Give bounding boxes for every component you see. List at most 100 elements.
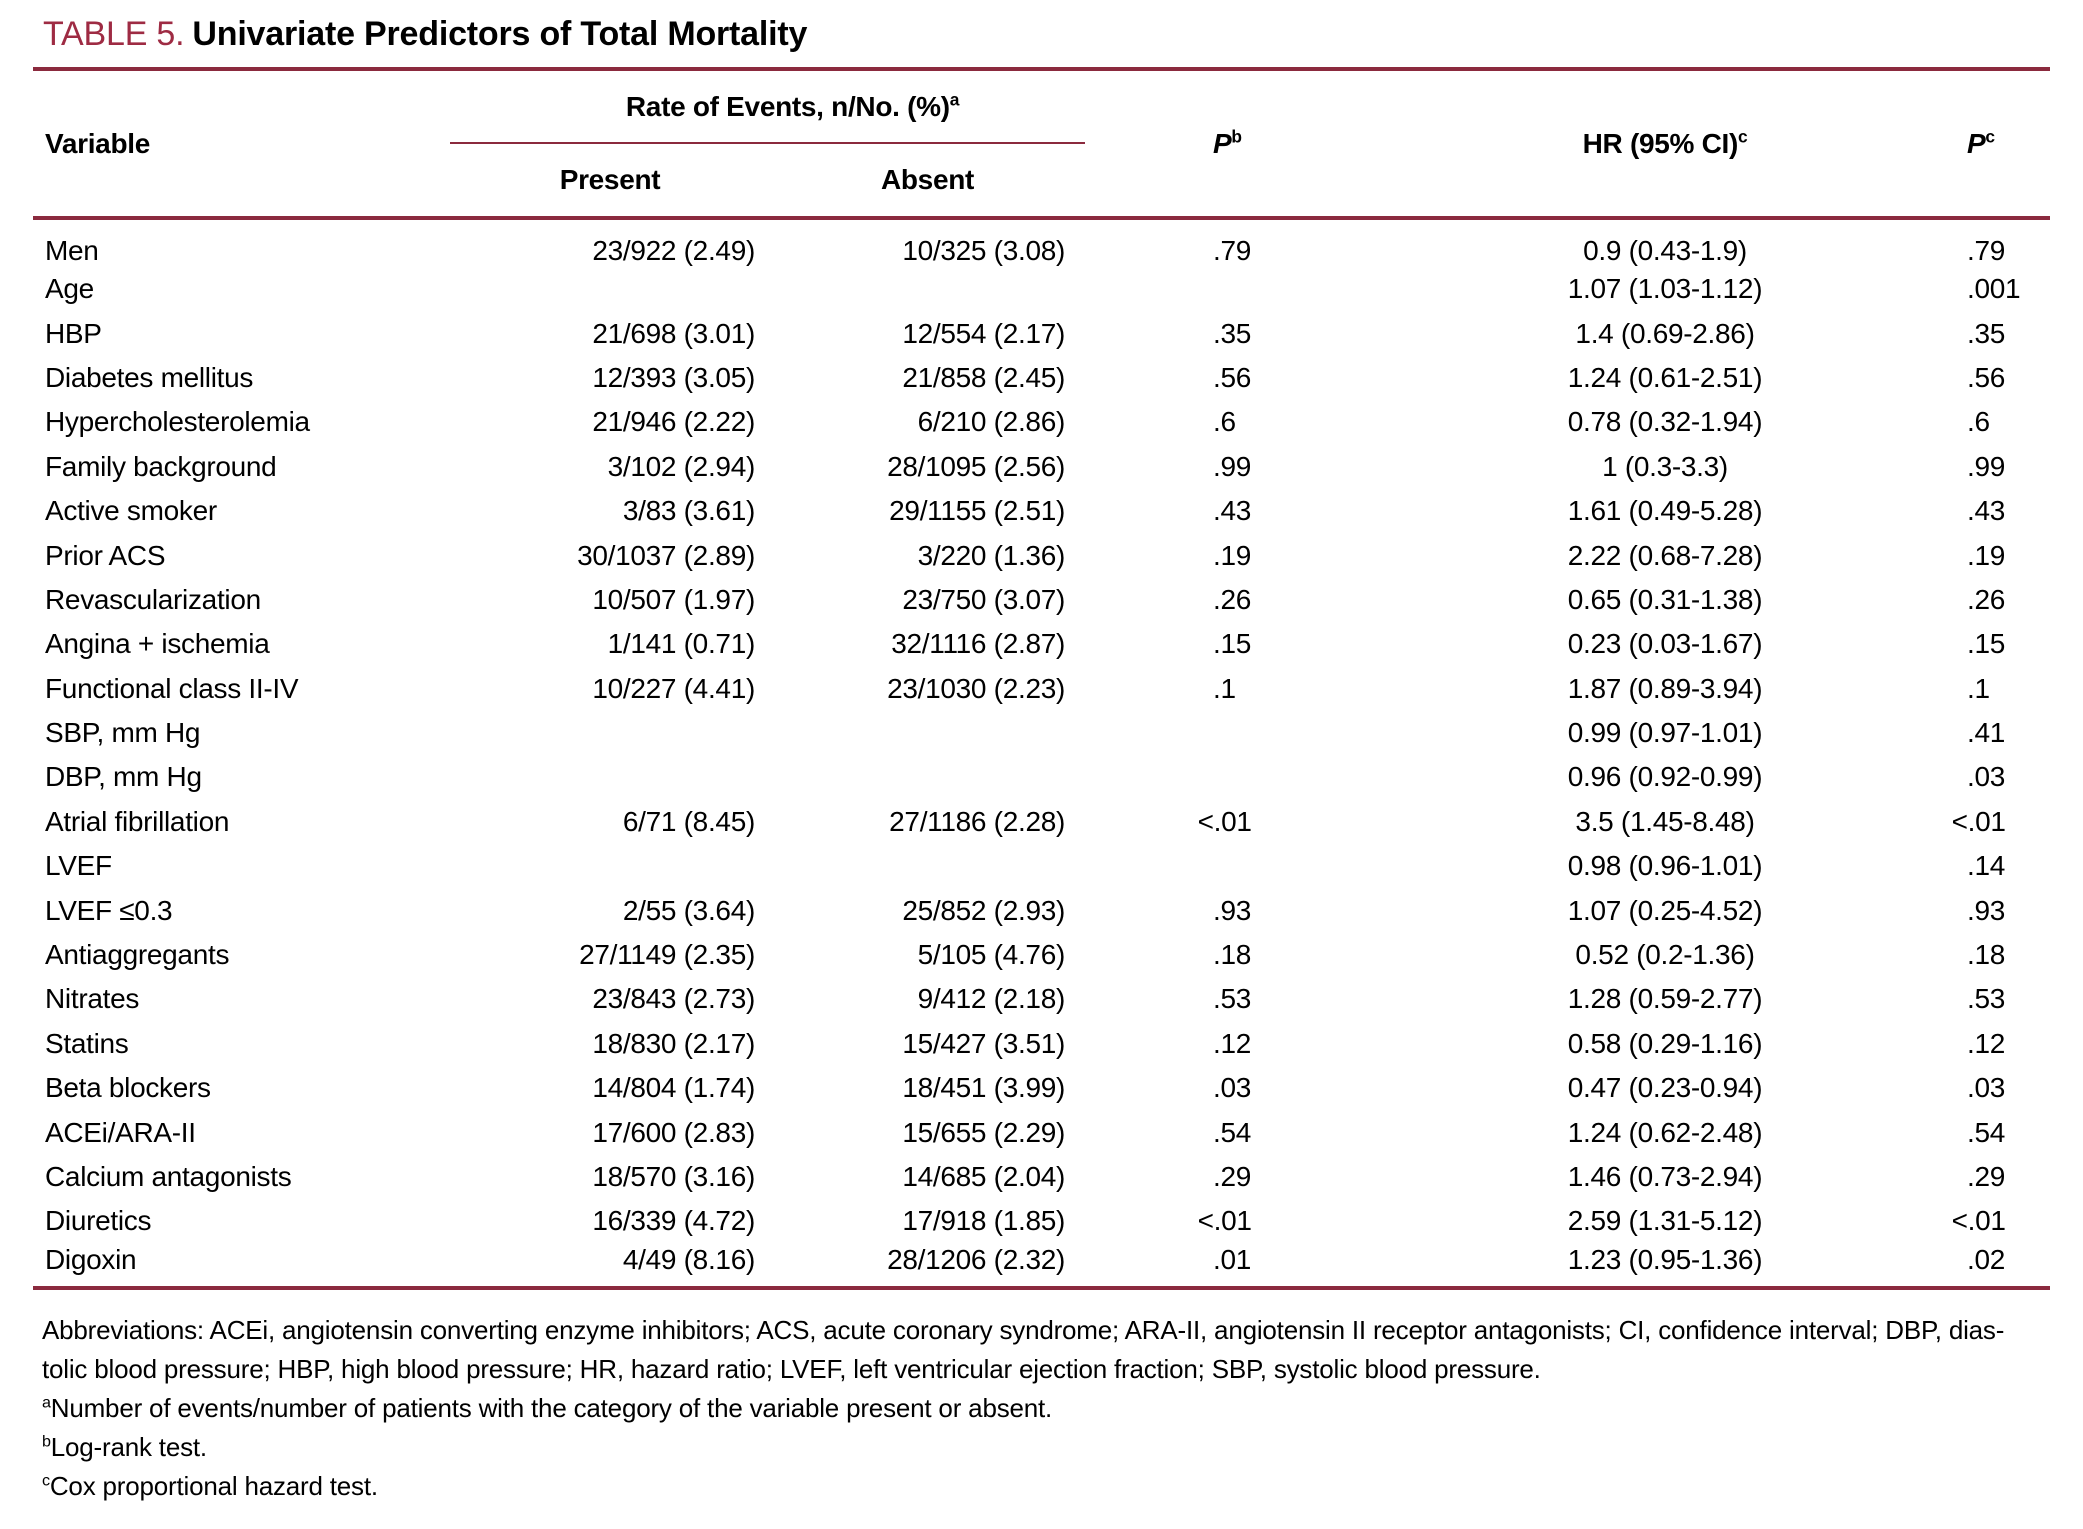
- table-header: Variable Rate of Events, n/No. (%)a Pb H…: [33, 69, 2051, 218]
- absent-label: Absent: [880, 164, 975, 195]
- cell-p-cox: .001: [1967, 273, 2021, 305]
- table-row: ACEi/ARA-II 17/600 (2.83) 15/655 (2.29) .54…: [33, 1110, 2050, 1154]
- cell-p-cox: .12: [1967, 1027, 2006, 1059]
- cell-present: 27/1149 (2.35): [579, 939, 755, 971]
- cell-variable: SBP, mm Hg: [45, 717, 201, 749]
- cell-p-logrank: .12: [1213, 1027, 1252, 1059]
- table-row: Nitrates 23/843 (2.73) 9/412 (2.18) .53 1.28…: [33, 977, 2050, 1021]
- col-header-absent: Absent: [770, 143, 1085, 218]
- cell-hr: 1.61 (0.49-5.28): [1567, 495, 1763, 527]
- p-cox-label: P: [1967, 127, 1986, 159]
- present-label: Present: [559, 164, 661, 195]
- cell-hr: 0.23 (0.03-1.67): [1567, 628, 1763, 660]
- hr-label: HR (95% CI): [1582, 127, 1739, 159]
- cell-present: 18/570 (3.16): [592, 1161, 755, 1192]
- cell-p-logrank: [1085, 755, 1390, 799]
- table-row: Active smoker 3/83 (3.61) 29/1155 (2.51) .4…: [33, 489, 2050, 533]
- cell-p-logrank: [1085, 844, 1390, 888]
- cell-p-logrank: .19: [1213, 539, 1252, 571]
- cell-p-cox: .29: [1967, 1161, 2006, 1192]
- cell-absent: 21/858 (2.45): [902, 361, 1066, 393]
- cell-variable: Active smoker: [45, 495, 217, 527]
- cell-p-cox: .18: [1967, 939, 2006, 971]
- cell-present: 16/339 (4.72): [592, 1205, 755, 1237]
- cell-p-logrank: .18: [1213, 939, 1252, 971]
- cell-p-cox: .41: [1967, 717, 2006, 749]
- cell-variable: Digoxin: [45, 1243, 137, 1275]
- table-title-text: Univariate Predictors of Total Mortality: [192, 15, 808, 53]
- table-row: LVEF 0.98 (0.96-1.01) .14: [33, 844, 2050, 888]
- footnote-marker: c: [42, 1471, 50, 1490]
- cell-hr: 1.24 (0.62-2.48): [1567, 1116, 1763, 1148]
- cell-present: 1/141 (0.71): [607, 628, 756, 660]
- cell-p-cox: <.01: [1951, 805, 2006, 837]
- table-row: Angina + ischemia 1/141 (0.71) 32/1116 (2.…: [33, 622, 2050, 666]
- cell-p-logrank: [1085, 711, 1390, 755]
- table-row: Men 23/922 (2.49) 10/325 (3.08) .79 0.9 (0.4…: [33, 218, 2050, 267]
- cell-p-logrank: .53: [1213, 983, 1252, 1015]
- table-row: Revascularization 10/507 (1.97) 23/750 (3.…: [33, 578, 2050, 622]
- cell-p-logrank: .1: [1213, 672, 1236, 704]
- cell-p-logrank: [1085, 267, 1390, 311]
- col-header-hr: HR (95% CI)c: [1390, 69, 1940, 218]
- footnote-text: Number of events/number of patients with…: [50, 1392, 1053, 1423]
- cell-absent: 3/220 (1.36): [917, 539, 1066, 571]
- cell-p-cox: .79: [1967, 235, 2006, 266]
- cell-present: [450, 267, 770, 311]
- cell-variable: Family background: [45, 450, 277, 482]
- table-row: Antiaggregants 27/1149 (2.35) 5/105 (4.76)…: [33, 933, 2050, 977]
- table-row: Atrial fibrillation 6/71 (8.45) 27/1186 (2…: [33, 800, 2050, 844]
- cell-variable: Calcium antagonists: [45, 1161, 292, 1192]
- cell-p-logrank: .15: [1213, 628, 1252, 660]
- cell-hr: 3.5 (1.45-8.48): [1575, 805, 1755, 837]
- table-number-label: TABLE 5.: [43, 15, 185, 53]
- table-row: Functional class II-IV 10/227 (4.41) 23/10…: [33, 667, 2050, 711]
- table-body: Men 23/922 (2.49) 10/325 (3.08) .79 0.9 (0.4…: [33, 218, 2050, 1288]
- cell-p-cox: .53: [1967, 983, 2006, 1015]
- col-header-present: Present: [450, 143, 770, 218]
- cell-p-logrank: .03: [1213, 1072, 1252, 1104]
- footnote-line: aNumber of events/number of patients wit…: [42, 1389, 2050, 1428]
- cell-variable: Functional class II-IV: [45, 672, 299, 704]
- cell-present: 21/698 (3.01): [592, 317, 755, 349]
- cell-present: 10/507 (1.97): [592, 583, 755, 615]
- cell-present: [450, 755, 770, 799]
- cell-variable: DBP, mm Hg: [45, 761, 202, 793]
- cell-absent: 25/852 (2.93): [902, 894, 1066, 926]
- cell-variable: LVEF ≤0.3: [45, 894, 173, 926]
- cell-present: 3/102 (2.94): [607, 450, 756, 482]
- cell-variable: Angina + ischemia: [45, 628, 270, 660]
- cell-p-logrank: .35: [1213, 317, 1252, 349]
- cell-p-cox: .03: [1967, 1072, 2006, 1104]
- cell-p-cox: .1: [1967, 672, 1990, 704]
- table-row: Hypercholesterolemia 21/946 (2.22) 6/210 (…: [33, 400, 2050, 444]
- cell-absent: 15/655 (2.29): [902, 1116, 1066, 1148]
- cell-p-cox: .6: [1967, 406, 1990, 438]
- cell-variable: Beta blockers: [45, 1072, 211, 1104]
- cell-absent: 15/427 (3.51): [902, 1027, 1066, 1059]
- cell-absent: 23/1030 (2.23): [887, 672, 1066, 704]
- table-row: Diabetes mellitus 12/393 (3.05) 21/858 (2.…: [33, 356, 2050, 400]
- cell-present: 3/83 (3.61): [622, 495, 755, 527]
- cell-p-cox: .14: [1967, 850, 2006, 882]
- cell-hr: 0.78 (0.32-1.94): [1567, 406, 1763, 438]
- footnote-line: Abbreviations: ACEi, angiotensin convert…: [42, 1311, 2050, 1350]
- cell-hr: 1.07 (1.03-1.12): [1567, 273, 1763, 305]
- cell-present: 18/830 (2.17): [592, 1027, 755, 1059]
- footnote-marker: b: [42, 1432, 51, 1451]
- cell-variable: Age: [45, 273, 94, 305]
- cell-present: 17/600 (2.83): [592, 1116, 755, 1148]
- table-row: LVEF ≤0.3 2/55 (3.64) 25/852 (2.93) .93 1.07…: [33, 888, 2050, 932]
- col-header-variable: Variable: [33, 69, 450, 218]
- cell-hr: 0.65 (0.31-1.38): [1567, 583, 1763, 615]
- table-row: Statins 18/830 (2.17) 15/427 (3.51) .12 0.58…: [33, 1022, 2050, 1066]
- cell-present: 23/843 (2.73): [592, 983, 755, 1015]
- footnote-text: Log-rank test.: [50, 1431, 207, 1462]
- cell-p-cox: .35: [1967, 317, 2006, 349]
- spanner-label: Rate of Events, n/No. (%): [625, 90, 950, 122]
- cell-present: 23/922 (2.49): [592, 235, 755, 266]
- cell-p-cox: .19: [1967, 539, 2006, 571]
- cell-hr: 0.98 (0.96-1.01): [1567, 850, 1763, 882]
- cell-absent: 10/325 (3.08): [902, 235, 1066, 266]
- cell-p-logrank: .54: [1213, 1116, 1252, 1148]
